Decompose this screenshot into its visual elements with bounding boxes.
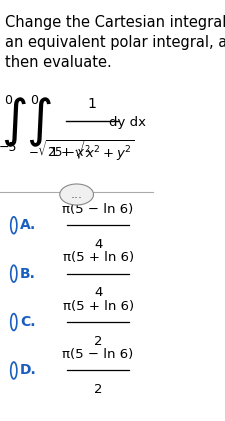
Ellipse shape bbox=[60, 184, 94, 205]
Text: B.: B. bbox=[20, 266, 36, 281]
Text: 2: 2 bbox=[94, 335, 102, 348]
Text: Change the Cartesian integral to: Change the Cartesian integral to bbox=[4, 15, 225, 30]
Text: π(5 − ln 6): π(5 − ln 6) bbox=[63, 203, 134, 216]
Text: π(5 + ln 6): π(5 + ln 6) bbox=[63, 251, 134, 264]
Circle shape bbox=[11, 314, 17, 330]
Text: −5: −5 bbox=[0, 141, 18, 154]
Text: ...: ... bbox=[71, 188, 83, 201]
Text: $1 + \sqrt{x^2+y^2}$: $1 + \sqrt{x^2+y^2}$ bbox=[49, 139, 135, 163]
Text: 4: 4 bbox=[94, 238, 102, 251]
Text: π(5 − ln 6): π(5 − ln 6) bbox=[63, 348, 134, 361]
Text: 0: 0 bbox=[30, 94, 38, 107]
Text: 1: 1 bbox=[88, 97, 96, 111]
Text: D.: D. bbox=[20, 363, 37, 378]
Text: then evaluate.: then evaluate. bbox=[4, 55, 111, 70]
Text: $-\sqrt{25-x^2}$: $-\sqrt{25-x^2}$ bbox=[28, 140, 94, 161]
Text: π(5 + ln 6): π(5 + ln 6) bbox=[63, 300, 134, 313]
Circle shape bbox=[11, 265, 17, 282]
Text: $\int$: $\int$ bbox=[1, 95, 27, 149]
Text: 0: 0 bbox=[4, 94, 12, 107]
Circle shape bbox=[11, 217, 17, 234]
Circle shape bbox=[11, 362, 17, 379]
Text: 4: 4 bbox=[94, 286, 102, 299]
Text: an equivalent polar integral, and: an equivalent polar integral, and bbox=[4, 35, 225, 50]
Text: dy dx: dy dx bbox=[109, 116, 146, 128]
Text: 2: 2 bbox=[94, 383, 102, 396]
Text: $\int$: $\int$ bbox=[26, 95, 52, 149]
Text: A.: A. bbox=[20, 218, 36, 232]
Text: C.: C. bbox=[20, 315, 35, 329]
